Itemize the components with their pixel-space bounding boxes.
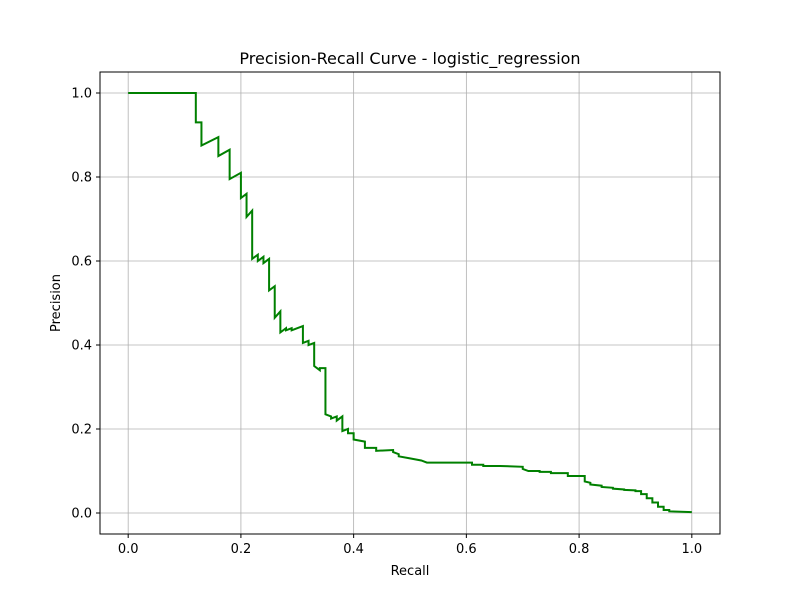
x-tick-label: 1.0 <box>681 542 702 557</box>
x-tick-label: 0.4 <box>343 542 364 557</box>
x-axis: 0.0 0.2 0.4 0.6 0.8 1.0 <box>118 534 702 557</box>
y-tick-label: 0.6 <box>71 255 92 270</box>
y-axis-label: Precision <box>49 274 64 332</box>
x-tick-label: 0.6 <box>456 542 477 557</box>
x-tick-label: 0.0 <box>118 542 139 557</box>
y-tick-label: 0.0 <box>71 507 92 522</box>
x-tick-label: 0.2 <box>231 542 252 557</box>
y-axis: 0.0 0.2 0.4 0.6 0.8 1.0 <box>71 87 100 522</box>
grid-lines <box>100 72 720 534</box>
y-tick-label: 0.8 <box>71 171 92 186</box>
x-tick-label: 0.8 <box>569 542 590 557</box>
y-tick-label: 0.4 <box>71 339 92 354</box>
chart-title: Precision-Recall Curve - logistic_regres… <box>239 49 580 69</box>
x-axis-label: Recall <box>391 564 430 579</box>
plot-frame <box>99 71 721 535</box>
y-tick-label: 0.2 <box>71 423 92 438</box>
y-tick-label: 1.0 <box>71 87 92 102</box>
series-line <box>128 92 692 514</box>
